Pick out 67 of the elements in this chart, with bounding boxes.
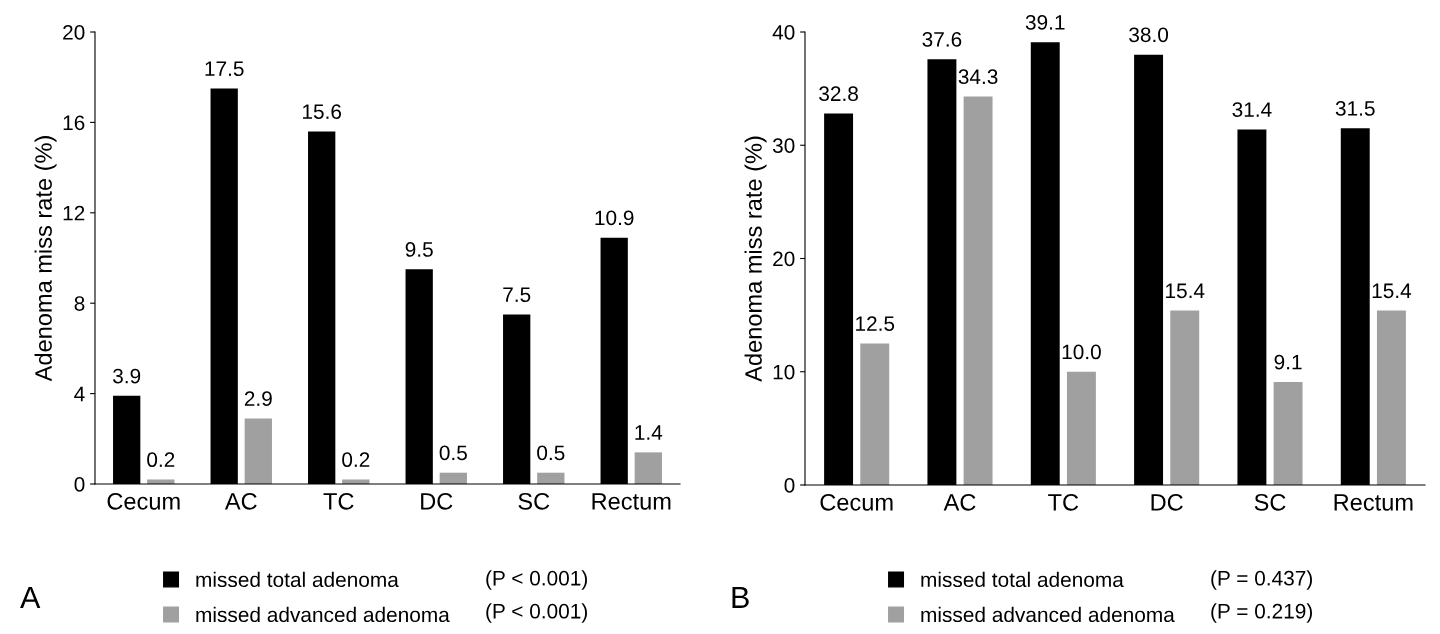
data-label: 37.6 (922, 31, 962, 47)
x-tick-label: TC (1048, 493, 1079, 511)
y-tick-label: 40 (772, 25, 795, 40)
data-label: 3.9 (113, 368, 141, 384)
y-axis-title: Adenoma miss rate (%) (34, 136, 57, 382)
data-label: 15.4 (1166, 283, 1205, 299)
data-label: 10.9 (595, 210, 634, 226)
data-label: 10.0 (1062, 344, 1101, 360)
x-tick-label: Cecum (107, 492, 180, 510)
bar (634, 452, 662, 484)
bar (860, 343, 890, 485)
bar (244, 418, 272, 484)
data-label: 7.5 (503, 287, 531, 303)
bar (1170, 310, 1200, 485)
y-tick-label: 0 (74, 477, 85, 492)
data-label: 12.5 (856, 316, 895, 331)
x-tick-label: TC (323, 492, 354, 510)
data-label: 9.1 (1274, 354, 1302, 370)
x-tick-label: DC (1151, 493, 1183, 511)
data-label: 1.4 (635, 425, 663, 440)
data-label: 31.5 (1335, 101, 1375, 116)
data-label: 32.8 (819, 86, 858, 102)
data-label: 9.5 (405, 242, 433, 257)
x-tick-label: Rectum (1334, 494, 1413, 511)
data-label: 0.5 (537, 445, 565, 461)
data-label: 15.4 (1372, 283, 1412, 299)
legend-label: missed total adenoma (921, 571, 1124, 588)
data-label: 34.3 (958, 69, 998, 85)
data-label: 38.0 (1129, 27, 1169, 43)
legend-label: missed advanced adenoma (921, 606, 1175, 623)
data-label: 15.6 (303, 104, 342, 119)
y-tick-label: 12 (63, 205, 85, 221)
y-tick-label: 20 (773, 251, 795, 267)
x-tick-label: AC (224, 492, 257, 510)
x-tick-label: DC (421, 492, 453, 510)
y-tick-label: 8 (74, 296, 85, 311)
bar (1376, 310, 1406, 485)
bar (1273, 381, 1303, 485)
data-label: 17.5 (205, 61, 244, 77)
y-tick-label: 16 (63, 115, 85, 131)
data-label: 39.1 (1025, 14, 1065, 30)
y-tick-label: 0 (784, 478, 795, 493)
text: A (20, 586, 41, 608)
y-tick-label: 4 (74, 386, 85, 402)
data-label: 2.9 (244, 391, 272, 407)
data-label: 0.2 (342, 452, 370, 468)
data-label: 0.2 (147, 452, 175, 468)
legend-label: missed advanced adenoma (196, 606, 450, 623)
text: (P = 0.219) (1211, 603, 1312, 623)
y-axis-title: Adenoma miss rate (%) (744, 136, 767, 382)
data-label: 31.4 (1232, 102, 1272, 117)
data-label: 0.5 (439, 445, 467, 461)
bar (1066, 371, 1096, 485)
y-tick-label: 30 (772, 138, 795, 153)
x-tick-label: SC (1254, 493, 1286, 511)
text: (P < 0.001) (486, 603, 587, 623)
y-tick-label: 10 (773, 364, 795, 380)
bar (963, 96, 993, 485)
x-tick-label: Rectum (592, 493, 671, 510)
x-tick-label: Cecum (820, 493, 893, 511)
legend-label: missed total adenoma (196, 571, 399, 588)
x-tick-label: SC (518, 492, 550, 510)
y-tick-label: 20 (63, 25, 85, 40)
x-tick-label: AC (943, 493, 976, 511)
text: (P = 0.437) (1211, 570, 1312, 590)
text: B (732, 586, 749, 608)
text: (P < 0.001) (486, 570, 587, 590)
